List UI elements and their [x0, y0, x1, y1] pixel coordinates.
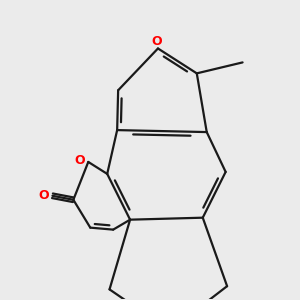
- Text: O: O: [75, 154, 85, 167]
- Text: O: O: [151, 35, 162, 48]
- Text: O: O: [39, 189, 50, 202]
